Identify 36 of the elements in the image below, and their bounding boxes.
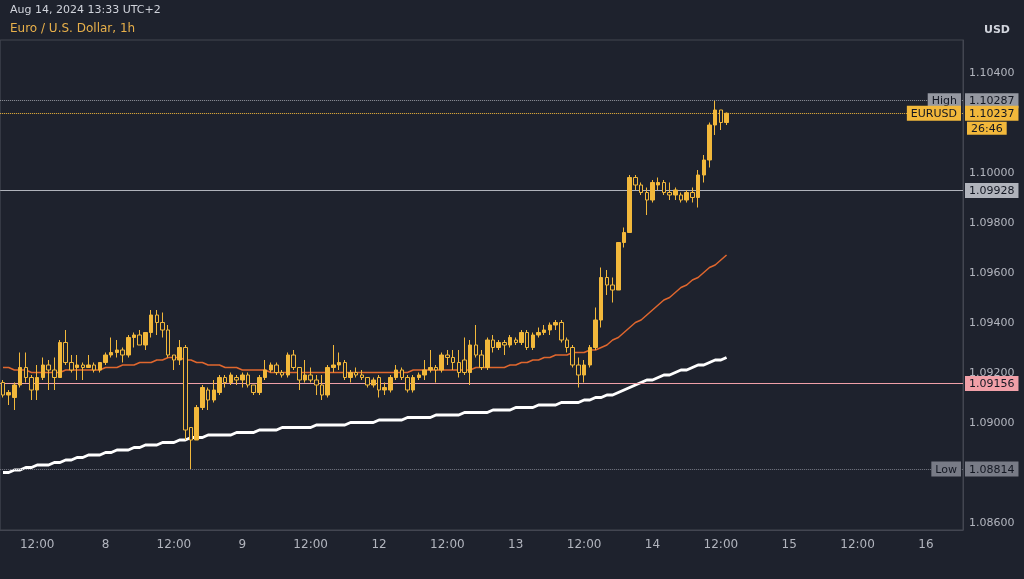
y-tick-label: 1.10287 bbox=[969, 94, 1015, 108]
y-tick-label: 1.09156 bbox=[969, 377, 1015, 390]
x-tick-label: 12:00 bbox=[703, 537, 739, 551]
y-tick-label: 1.09200 bbox=[969, 366, 1015, 379]
x-tick-label: 12:00 bbox=[566, 537, 602, 551]
y-tick-label: 1.09000 bbox=[969, 416, 1015, 429]
y-axis-title: USD bbox=[984, 23, 1011, 36]
x-tick-label: 12:00 bbox=[156, 537, 192, 551]
x-tick-label: 12:00 bbox=[19, 537, 55, 551]
y-tick-label: 1.09928 bbox=[969, 184, 1015, 197]
x-tick-label: 14 bbox=[644, 537, 661, 551]
ref-line-label: Low bbox=[935, 462, 957, 476]
x-tick-label: 12 bbox=[371, 537, 387, 551]
y-tick-label: 1.09400 bbox=[969, 316, 1015, 329]
line-series bbox=[1, 356, 729, 474]
y-tick-label: 1.08600 bbox=[969, 516, 1015, 529]
y-tick-label: 1.10400 bbox=[969, 66, 1015, 79]
y-tick-label: 1.10000 bbox=[969, 166, 1015, 179]
y-tick-label: 1.09800 bbox=[969, 216, 1015, 229]
x-tick-label: 12:00 bbox=[840, 537, 875, 551]
ref-line-label: EURUSD bbox=[910, 106, 957, 120]
y-tick-label: 1.08814 bbox=[969, 462, 1015, 476]
x-tick-label: 16 bbox=[918, 537, 934, 551]
y-tick-label: 1.10237 bbox=[969, 106, 1015, 120]
x-tick-label: 12:00 bbox=[293, 537, 328, 551]
x-tick-label: 8 bbox=[101, 537, 110, 551]
x-tick-label: 13 bbox=[508, 537, 524, 551]
x-tick-label: 9 bbox=[238, 537, 247, 551]
y-tick-label: 1.09600 bbox=[969, 266, 1015, 279]
line-series bbox=[2, 254, 728, 374]
x-tick-label: 15 bbox=[781, 537, 797, 551]
ref-line-label: High bbox=[931, 94, 958, 108]
x-tick-label: 12:00 bbox=[430, 537, 465, 551]
text: 26:46 bbox=[971, 121, 1003, 135]
chart-title: Euro / U.S. Dollar, 1h bbox=[10, 21, 136, 35]
chart-subtitle: Aug 14, 2024 13:33 UTC+2 bbox=[10, 3, 161, 16]
